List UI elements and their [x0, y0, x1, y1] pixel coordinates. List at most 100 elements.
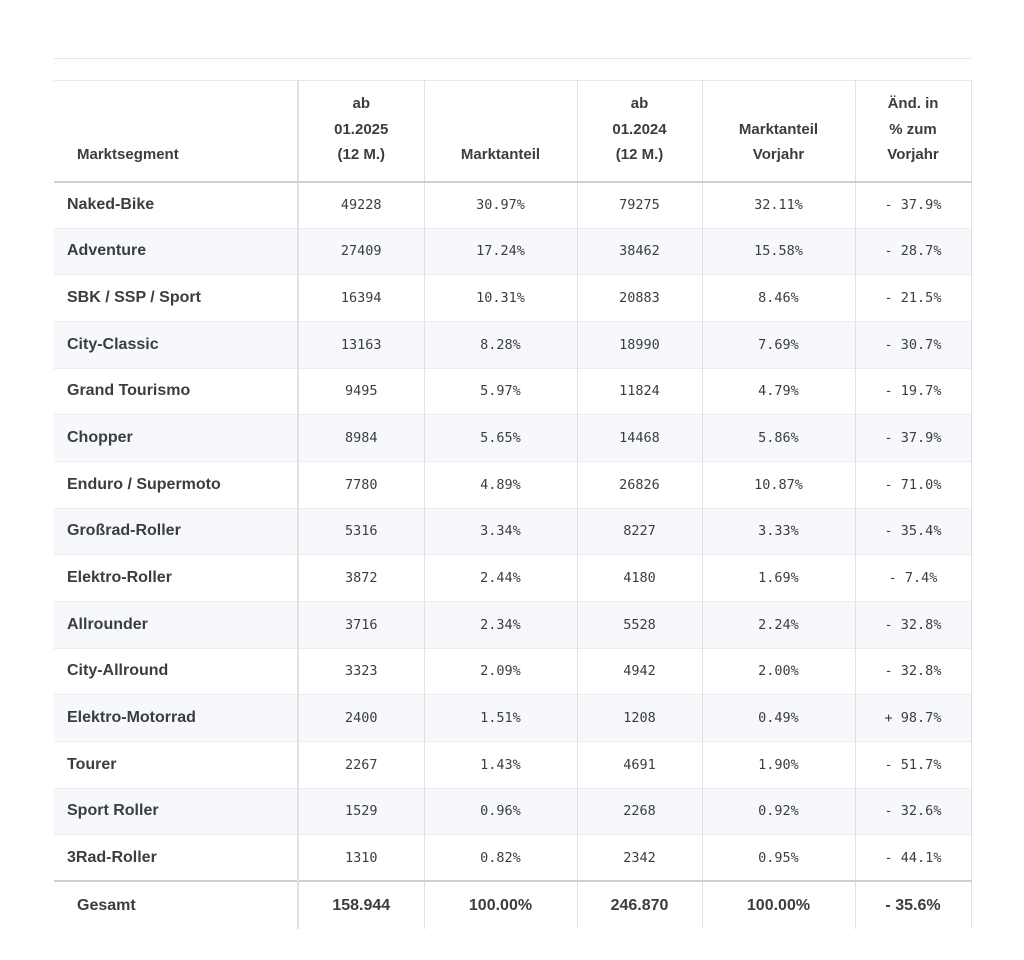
value-cell: 5528 [576, 601, 703, 649]
value-cell: 5.65% [423, 414, 578, 462]
header-text: Marktanteil [738, 120, 819, 138]
segment-name: Naked-Bike [54, 181, 299, 229]
value-cell: 1529 [297, 788, 425, 835]
header-cell: Marktanteil [423, 80, 578, 183]
value-cell: 8.46% [701, 274, 856, 322]
value-cell: 26826 [576, 461, 703, 509]
table-row: Naked-Bike 49228 30.97% 79275 32.11% - 37.9% [54, 181, 972, 229]
table-row: Enduro / Supermoto 7780 4.89% 26826 10.87% - … [54, 461, 972, 509]
value-cell: 3716 [297, 601, 425, 649]
total-value: 246.870 [576, 881, 703, 930]
header-text: ab [630, 95, 649, 112]
segment-name: Elektro-Motorrad [54, 694, 299, 742]
value-cell: 20883 [576, 274, 703, 322]
segment-name: Enduro / Supermoto [54, 461, 299, 509]
separator [54, 58, 971, 59]
header-text: (12 M.) [337, 146, 385, 163]
value-cell: 0.96% [423, 788, 578, 835]
header-cell: ab 01.2025 (12 M.) [297, 80, 425, 183]
value-cell: 17.24% [423, 228, 578, 275]
segment-name: Tourer [54, 741, 299, 789]
segment-name: SBK / SSP / Sport [54, 274, 299, 322]
total-value: 100.00% [701, 881, 856, 930]
value-cell: - 35.4% [854, 508, 972, 555]
value-cell: 8227 [576, 508, 703, 555]
value-cell: 38462 [576, 228, 703, 275]
segment-name: 3Rad-Roller [54, 834, 299, 882]
value-cell: - 30.7% [854, 321, 972, 369]
header-text: 01.2025 [334, 120, 389, 138]
header-text: Vorjahr [752, 146, 805, 163]
header-text: Vorjahr [887, 146, 939, 163]
header-text: Änd. in [887, 95, 939, 112]
value-cell: 7780 [297, 461, 425, 509]
value-cell: 2.24% [701, 601, 856, 649]
total-value: - 35.6% [854, 881, 972, 930]
header-text: 01.2024 [612, 120, 667, 138]
value-cell: 1.51% [423, 694, 578, 742]
segment-name: Großrad-Roller [54, 508, 299, 555]
segment-name: Sport Roller [54, 788, 299, 835]
segment-name: Adventure [54, 228, 299, 275]
value-cell: - 19.7% [854, 368, 972, 415]
value-cell: 2400 [297, 694, 425, 742]
table-row: Großrad-Roller 5316 3.34% 8227 3.33% - 35.4% [54, 508, 972, 555]
value-cell: - 71.0% [854, 461, 972, 509]
value-cell: 2.44% [423, 554, 578, 602]
total-value: 100.00% [423, 881, 578, 930]
value-cell: 18990 [576, 321, 703, 369]
footer-row: Gesamt 158.944 100.00% 246.870 100.00% - 35.6… [54, 881, 972, 930]
header-cell: ab 01.2024 (12 M.) [576, 80, 703, 183]
segment-name: Allrounder [54, 601, 299, 649]
value-cell: 0.92% [701, 788, 856, 835]
value-cell: 1.90% [701, 741, 856, 789]
value-cell: 3.34% [423, 508, 578, 555]
header-row: Marktsegment ab 01.2025 (12 M.) Marktanteil a… [54, 80, 972, 183]
header-text: (12 M.) [615, 146, 664, 163]
value-cell: 5316 [297, 508, 425, 555]
value-cell: 2342 [576, 834, 703, 882]
table-row: Chopper 8984 5.65% 14468 5.86% - 37.9% [54, 414, 972, 462]
value-cell: 13163 [297, 321, 425, 369]
value-cell: - 32.8% [854, 601, 972, 649]
value-cell: 2.09% [423, 648, 578, 695]
table-row: Grand Tourismo 9495 5.97% 11824 4.79% - 19.7% [54, 368, 972, 415]
value-cell: 11824 [576, 368, 703, 415]
value-cell: 1310 [297, 834, 425, 882]
table-row: Allrounder 3716 2.34% 5528 2.24% - 32.8% [54, 601, 972, 649]
value-cell: 10.87% [701, 461, 856, 509]
segment-name: Elektro-Roller [54, 554, 299, 602]
value-cell: - 28.7% [854, 228, 972, 275]
value-cell: 30.97% [423, 181, 578, 229]
value-cell: 2.34% [423, 601, 578, 649]
total-label: Gesamt [54, 881, 299, 930]
segment-name: Chopper [54, 414, 299, 462]
value-cell: 9495 [297, 368, 425, 415]
table-row: SBK / SSP / Sport 16394 10.31% 20883 8.46% - … [54, 274, 972, 322]
value-cell: 0.82% [423, 834, 578, 882]
header-text: ab [352, 95, 370, 112]
value-cell: - 32.6% [854, 788, 972, 835]
value-cell: - 21.5% [854, 274, 972, 322]
value-cell: 4.79% [701, 368, 856, 415]
segment-name: Grand Tourismo [54, 368, 299, 415]
header-cell: Marktsegment [54, 80, 299, 183]
value-cell: 3323 [297, 648, 425, 695]
value-cell: 4.89% [423, 461, 578, 509]
table-row: Elektro-Motorrad 2400 1.51% 1208 0.49% + 98.7… [54, 694, 972, 742]
value-cell: 0.49% [701, 694, 856, 742]
value-cell: 32.11% [701, 181, 856, 229]
value-cell: 16394 [297, 274, 425, 322]
header-text: Marktsegment [77, 146, 179, 163]
market-table: Marktsegment ab 01.2025 (12 M.) Marktanteil a… [54, 80, 972, 930]
table-row: City-Classic 13163 8.28% 18990 7.69% - 30.7% [54, 321, 972, 369]
value-cell: 2268 [576, 788, 703, 835]
table-row: City-Allround 3323 2.09% 4942 2.00% - 32.8% [54, 648, 972, 695]
header-cell: Änd. in % zum Vorjahr [854, 80, 972, 183]
value-cell: 5.86% [701, 414, 856, 462]
segment-name: City-Allround [54, 648, 299, 695]
value-cell: 7.69% [701, 321, 856, 369]
table-row: Elektro-Roller 3872 2.44% 4180 1.69% - 7.4% [54, 554, 972, 602]
table-row: 3Rad-Roller 1310 0.82% 2342 0.95% - 44.1% [54, 834, 972, 882]
